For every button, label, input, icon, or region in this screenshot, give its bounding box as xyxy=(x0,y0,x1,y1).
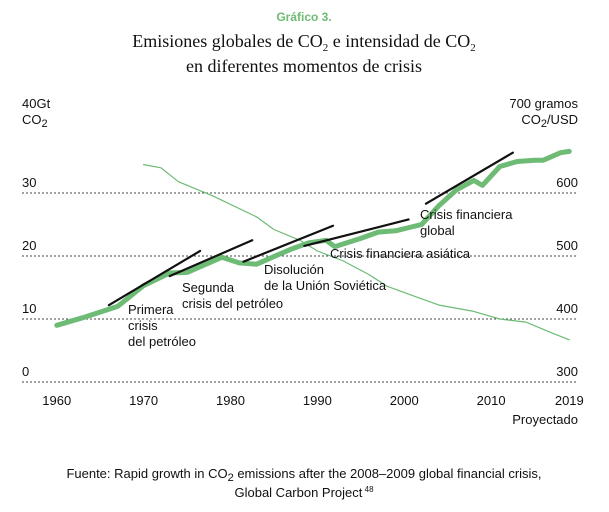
annotation-segunda-crisis: Segunda crisis del petróleo xyxy=(182,280,283,311)
y-right-tick-label: 300 xyxy=(556,364,578,379)
crisis-trend-lines xyxy=(107,151,514,307)
x-tick-label: 2019 xyxy=(555,393,584,408)
y-left-tick-label: 0 xyxy=(22,364,29,379)
crisis-trend-line xyxy=(303,218,410,248)
x-extra-label: Proyectado xyxy=(512,412,578,427)
crisis-trend-line xyxy=(424,151,514,205)
annotation-disolucion-line1: Disolución xyxy=(264,262,324,277)
annotation-global: Crisis financiera global xyxy=(420,207,513,238)
annotation-primera-crisis: Primera crisis del petróleo xyxy=(128,302,196,349)
y-right-tick-label: 400 xyxy=(556,301,578,316)
annotation-asiatica-line1: Crisis financiera asiática xyxy=(330,246,471,261)
annotation-disolucion: Disolución de la Unión Soviética xyxy=(264,262,387,293)
annotation-disolucion-line2: de la Unión Soviética xyxy=(264,278,387,293)
annotation-primera-line1: Primera xyxy=(128,302,174,317)
annotation-primera-line2: crisis xyxy=(128,318,158,333)
y-tick-labels: 0 10 20 30 300 400 500 600 xyxy=(22,175,578,379)
crisis-trend-line xyxy=(107,249,202,307)
left-axis-unit-line1: 40Gt xyxy=(22,96,51,111)
emissions-series-line xyxy=(54,148,572,328)
annotation-segunda-line1: Segunda xyxy=(182,280,235,295)
annotation-asiatica: Crisis financiera asiática xyxy=(330,246,471,261)
annotation-segunda-line2: crisis del petróleo xyxy=(182,296,283,311)
right-axis-unit-line2: CO2/USD xyxy=(521,112,578,130)
x-tick-label: 1970 xyxy=(129,393,158,408)
crisis-trend-line xyxy=(242,224,335,263)
right-axis-unit-line1: 700 gramos xyxy=(509,96,578,111)
annotation-global-line2: global xyxy=(420,223,455,238)
crisis-trend-line xyxy=(168,239,254,278)
y-left-tick-label: 30 xyxy=(22,175,36,190)
intensity-series-line xyxy=(143,164,570,341)
x-tick-label: 2000 xyxy=(390,393,419,408)
y-left-tick-label: 10 xyxy=(22,301,36,316)
x-tick-label: 1960 xyxy=(42,393,71,408)
chart-title-line1: Emisiones globales de CO2 e intensidad d… xyxy=(132,31,475,54)
source-line1: Fuente: Rapid growth in CO2 emissions af… xyxy=(66,466,541,484)
chart-title-line2: en diferentes momentos de crisis xyxy=(186,56,422,76)
x-tick-label: 2010 xyxy=(477,393,506,408)
x-tick-label: 1980 xyxy=(216,393,245,408)
x-tick-labels: 1960 1970 1980 1990 2000 2010 2019 xyxy=(42,393,583,408)
left-axis-unit-line2: CO2 xyxy=(22,112,48,130)
source-line2: Global Carbon Project 48 xyxy=(234,485,374,500)
annotation-global-line1: Crisis financiera xyxy=(420,207,513,222)
y-left-tick-label: 20 xyxy=(22,238,36,253)
annotation-primera-line3: del petróleo xyxy=(128,334,196,349)
x-tick-label: 1990 xyxy=(303,393,332,408)
y-right-tick-label: 500 xyxy=(556,238,578,253)
chart-kicker: Gráfico 3. xyxy=(276,10,331,24)
grid-lines xyxy=(22,192,578,383)
y-right-tick-label: 600 xyxy=(556,175,578,190)
